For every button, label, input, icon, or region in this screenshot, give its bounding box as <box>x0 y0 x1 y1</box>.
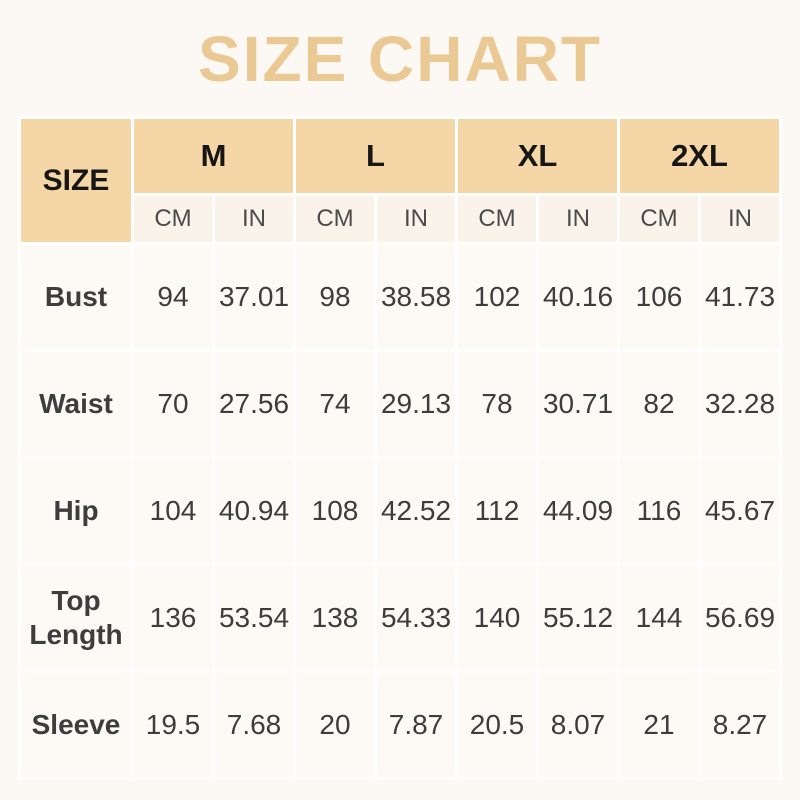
cell-sleeve-xl-in: 8.07 <box>539 673 617 777</box>
table-row-bust: Bust 94 37.01 98 38.58 102 40.16 106 41.… <box>21 245 779 349</box>
unit-header-row: CM IN CM IN CM IN CM IN <box>21 196 779 242</box>
size-header-l: L <box>296 119 455 193</box>
cell-top-length-xl-in: 55.12 <box>539 566 617 670</box>
cell-top-length-xl-cm: 140 <box>458 566 536 670</box>
cell-waist-2xl-cm: 82 <box>620 352 698 456</box>
page-title: SIZE CHART <box>198 23 602 95</box>
cell-hip-l-cm: 108 <box>296 459 374 563</box>
unit-header-m-in: IN <box>215 196 293 242</box>
table-row-hip: Hip 104 40.94 108 42.52 112 44.09 116 45… <box>21 459 779 563</box>
cell-bust-xl-in: 40.16 <box>539 245 617 349</box>
table-row-sleeve: Sleeve 19.5 7.68 20 7.87 20.5 8.07 21 8.… <box>21 673 779 777</box>
row-label-bust: Bust <box>21 245 131 349</box>
cell-top-length-l-cm: 138 <box>296 566 374 670</box>
cell-hip-2xl-cm: 116 <box>620 459 698 563</box>
cell-sleeve-xl-cm: 20.5 <box>458 673 536 777</box>
cell-waist-xl-cm: 78 <box>458 352 536 456</box>
cell-sleeve-m-cm: 19.5 <box>134 673 212 777</box>
size-header-m: M <box>134 119 293 193</box>
cell-sleeve-2xl-in: 8.27 <box>701 673 779 777</box>
cell-waist-l-cm: 74 <box>296 352 374 456</box>
unit-header-m-cm: CM <box>134 196 212 242</box>
table-row-top-length: Top Length 136 53.54 138 54.33 140 55.12… <box>21 566 779 670</box>
unit-header-xl-cm: CM <box>458 196 536 242</box>
row-label-hip: Hip <box>21 459 131 563</box>
cell-sleeve-l-cm: 20 <box>296 673 374 777</box>
cell-hip-xl-in: 44.09 <box>539 459 617 563</box>
cell-top-length-2xl-in: 56.69 <box>701 566 779 670</box>
cell-bust-l-in: 38.58 <box>377 245 455 349</box>
cell-sleeve-2xl-cm: 21 <box>620 673 698 777</box>
cell-bust-2xl-in: 41.73 <box>701 245 779 349</box>
cell-hip-l-in: 42.52 <box>377 459 455 563</box>
cell-waist-l-in: 29.13 <box>377 352 455 456</box>
unit-header-l-in: IN <box>377 196 455 242</box>
unit-header-2xl-in: IN <box>701 196 779 242</box>
cell-bust-m-in: 37.01 <box>215 245 293 349</box>
cell-hip-xl-cm: 112 <box>458 459 536 563</box>
cell-bust-m-cm: 94 <box>134 245 212 349</box>
size-header-2xl: 2XL <box>620 119 779 193</box>
size-header-xl: XL <box>458 119 617 193</box>
cell-waist-m-in: 27.56 <box>215 352 293 456</box>
unit-header-2xl-cm: CM <box>620 196 698 242</box>
table-header: SIZE M L XL 2XL CM IN CM IN CM IN CM IN <box>21 119 779 242</box>
cell-bust-l-cm: 98 <box>296 245 374 349</box>
cell-hip-m-in: 40.94 <box>215 459 293 563</box>
cell-top-length-l-in: 54.33 <box>377 566 455 670</box>
cell-hip-m-cm: 104 <box>134 459 212 563</box>
cell-top-length-m-cm: 136 <box>134 566 212 670</box>
unit-header-l-cm: CM <box>296 196 374 242</box>
cell-top-length-2xl-cm: 144 <box>620 566 698 670</box>
unit-header-xl-in: IN <box>539 196 617 242</box>
row-label-waist: Waist <box>21 352 131 456</box>
cell-top-length-m-in: 53.54 <box>215 566 293 670</box>
cell-hip-2xl-in: 45.67 <box>701 459 779 563</box>
row-label-top-length: Top Length <box>21 566 131 670</box>
cell-waist-2xl-in: 32.28 <box>701 352 779 456</box>
cell-sleeve-l-in: 7.87 <box>377 673 455 777</box>
corner-header-size: SIZE <box>21 119 131 242</box>
cell-bust-2xl-cm: 106 <box>620 245 698 349</box>
cell-bust-xl-cm: 102 <box>458 245 536 349</box>
size-header-row: SIZE M L XL 2XL <box>21 119 779 242</box>
cell-sleeve-m-in: 7.68 <box>215 673 293 777</box>
size-chart-table: SIZE M L XL 2XL CM IN CM IN CM IN CM IN … <box>18 116 782 780</box>
row-label-sleeve: Sleeve <box>21 673 131 777</box>
cell-waist-m-cm: 70 <box>134 352 212 456</box>
cell-waist-xl-in: 30.71 <box>539 352 617 456</box>
table-body: Bust 94 37.01 98 38.58 102 40.16 106 41.… <box>21 245 779 777</box>
table-row-waist: Waist 70 27.56 74 29.13 78 30.71 82 32.2… <box>21 352 779 456</box>
